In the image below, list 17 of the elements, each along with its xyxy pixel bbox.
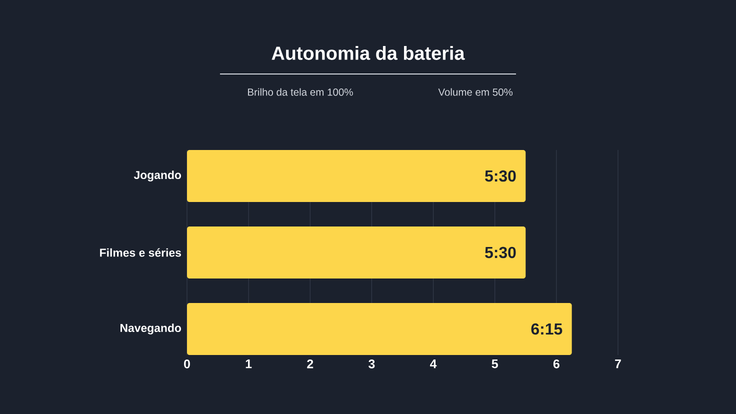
x-tick-label: 0 (184, 360, 190, 368)
chart-title: Autonomia da bateria (272, 46, 465, 60)
y-tick-label: Navegando (120, 324, 182, 334)
text: Volume em 50% (438, 88, 513, 96)
x-tick-label: 4 (430, 360, 437, 368)
x-tick-label: 3 (368, 360, 375, 368)
data-label: 5:30 (485, 246, 516, 258)
x-tick-label: 5 (492, 360, 498, 368)
y-tick-label: Filmes e séries (100, 248, 181, 257)
y-tick-label: Jogando (134, 170, 182, 182)
text: Brilho da tela em 100% (248, 88, 353, 96)
data-label: 5:30 (485, 170, 516, 182)
data-label: 6:15 (531, 323, 562, 335)
x-tick-label: 2 (307, 360, 314, 368)
x-tick-label: 6 (553, 360, 560, 368)
x-tick-label: 1 (246, 360, 252, 368)
x-tick-label: 7 (615, 360, 621, 368)
